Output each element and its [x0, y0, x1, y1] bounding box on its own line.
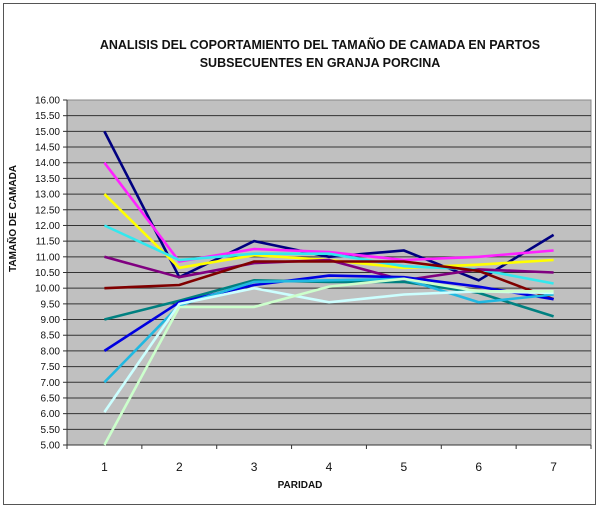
- x-tick-label: 5: [401, 460, 408, 474]
- series-line-light-green: [103, 277, 554, 446]
- y-tick-label: 7.00: [41, 378, 61, 389]
- y-axis: 5.00 5.50 6.00 6.50 7.00 7.50 8.00 8.50 9.00 9.50…: [35, 96, 68, 452]
- x-tick-label: 6: [475, 460, 482, 474]
- x-tick-label: 3: [251, 460, 258, 474]
- y-tick-label: 9.50: [41, 299, 61, 310]
- x-axis: 1 2 3 4 5 6 7: [66, 444, 592, 474]
- x-tick-label: 4: [326, 460, 333, 474]
- y-tick-label: 6.50: [41, 393, 61, 404]
- y-tick-label: 12.50: [35, 205, 60, 216]
- y-tick-label: 15.00: [35, 127, 60, 138]
- y-tick-label: 9.00: [41, 315, 61, 326]
- series-line-purple: [104, 255, 554, 282]
- y-tick-label: 7.50: [41, 362, 61, 373]
- y-tick-label: 12.00: [35, 221, 60, 232]
- y-tick-label: 11.00: [36, 252, 61, 263]
- y-tick-label: 5.00: [41, 441, 61, 452]
- chart-title-line-1: ANALISIS DEL COPORTAMIENTO DEL TAMAÑO DE…: [99, 38, 541, 52]
- y-tick-label: 13.50: [35, 174, 60, 185]
- series-line-maroon: [104, 260, 555, 301]
- series-line-magenta: [103, 161, 554, 263]
- series-lines: [103, 130, 555, 446]
- y-tick-label: 11.50: [36, 237, 61, 248]
- chart-title-line-2: SUBSECUENTES EN GRANJA PORCINA: [199, 56, 441, 70]
- chart-title: ANALISIS DEL COPORTAMIENTO DEL TAMAÑO DE…: [60, 36, 580, 72]
- y-tick-label: 15.50: [35, 111, 60, 122]
- y-tick-label: 10.50: [35, 268, 60, 279]
- x-tick-label: 2: [176, 460, 183, 474]
- y-tick-label: 5.50: [41, 425, 61, 436]
- x-tick-label: 1: [101, 460, 108, 474]
- y-tick-label: 16.00: [35, 96, 60, 107]
- y-tick-label: 8.00: [41, 346, 61, 357]
- x-tick-label: 7: [550, 460, 557, 474]
- y-tick-label: 10.00: [35, 284, 60, 295]
- y-tick-label: 8.50: [41, 331, 61, 342]
- series-line-teal: [104, 278, 554, 321]
- y-tick-label: 6.00: [41, 409, 61, 420]
- gridlines: [67, 115, 591, 430]
- series-line-blue: [103, 274, 554, 352]
- y-tick-label: 14.50: [35, 143, 60, 154]
- y-tick-label: 13.00: [35, 190, 60, 201]
- x-axis-label: PARIDAD: [277, 480, 323, 491]
- y-tick-label: 14.00: [35, 158, 60, 169]
